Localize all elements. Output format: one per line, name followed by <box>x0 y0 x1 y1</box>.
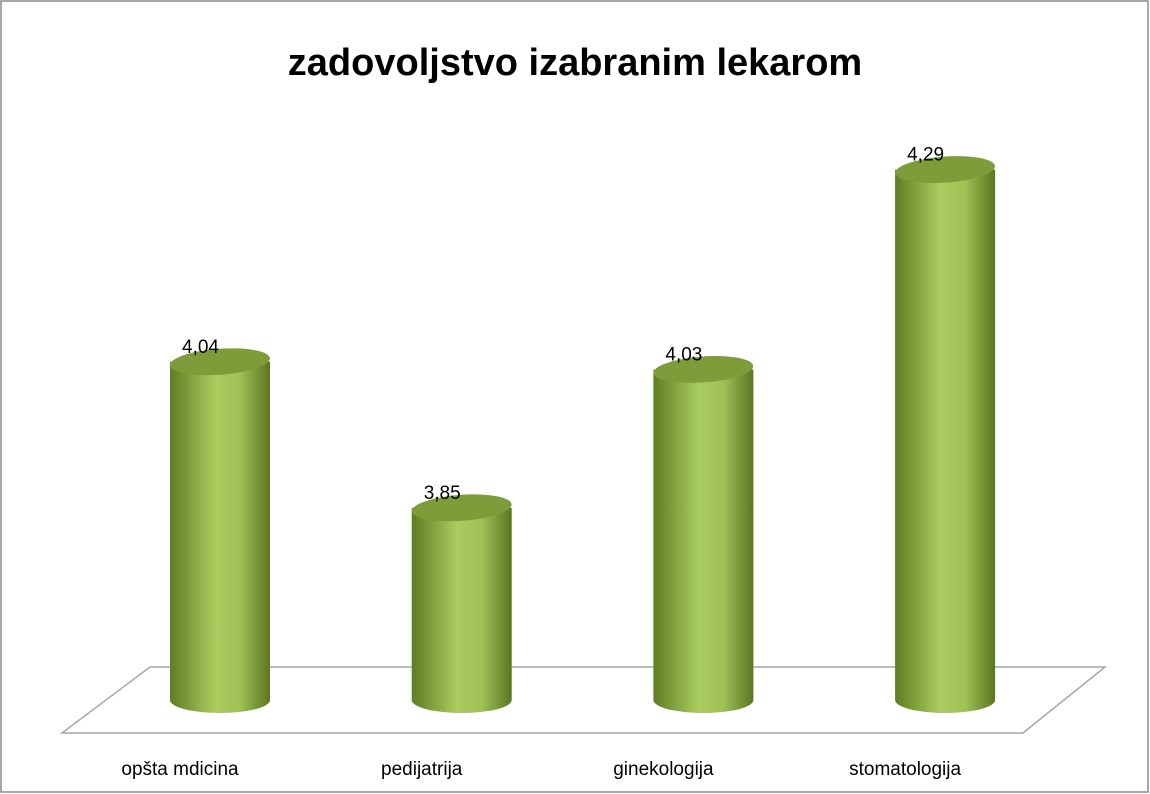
value-label: 3,85 <box>424 483 461 504</box>
floor <box>59 666 1108 734</box>
chart-title: zadovoljstvo izabranim lekarom <box>288 42 862 84</box>
value-label: 4,04 <box>182 337 219 358</box>
cylinder-top <box>411 494 512 522</box>
cylinder-top <box>895 156 995 183</box>
cylinder-top <box>170 348 270 376</box>
cylinder-top <box>653 356 754 383</box>
value-label: 4,03 <box>665 344 702 365</box>
cylinder <box>653 369 754 714</box>
x-tick-label: stomatologija <box>849 759 961 780</box>
cylinder <box>170 361 270 713</box>
cylinder <box>895 169 996 714</box>
x-tick-label: opšta mdicina <box>121 759 239 780</box>
value-label: 4,29 <box>907 145 944 166</box>
x-tick-label: pedijatrija <box>381 759 463 780</box>
cylinder <box>411 507 512 714</box>
x-tick-label: ginekologija <box>613 759 714 780</box>
